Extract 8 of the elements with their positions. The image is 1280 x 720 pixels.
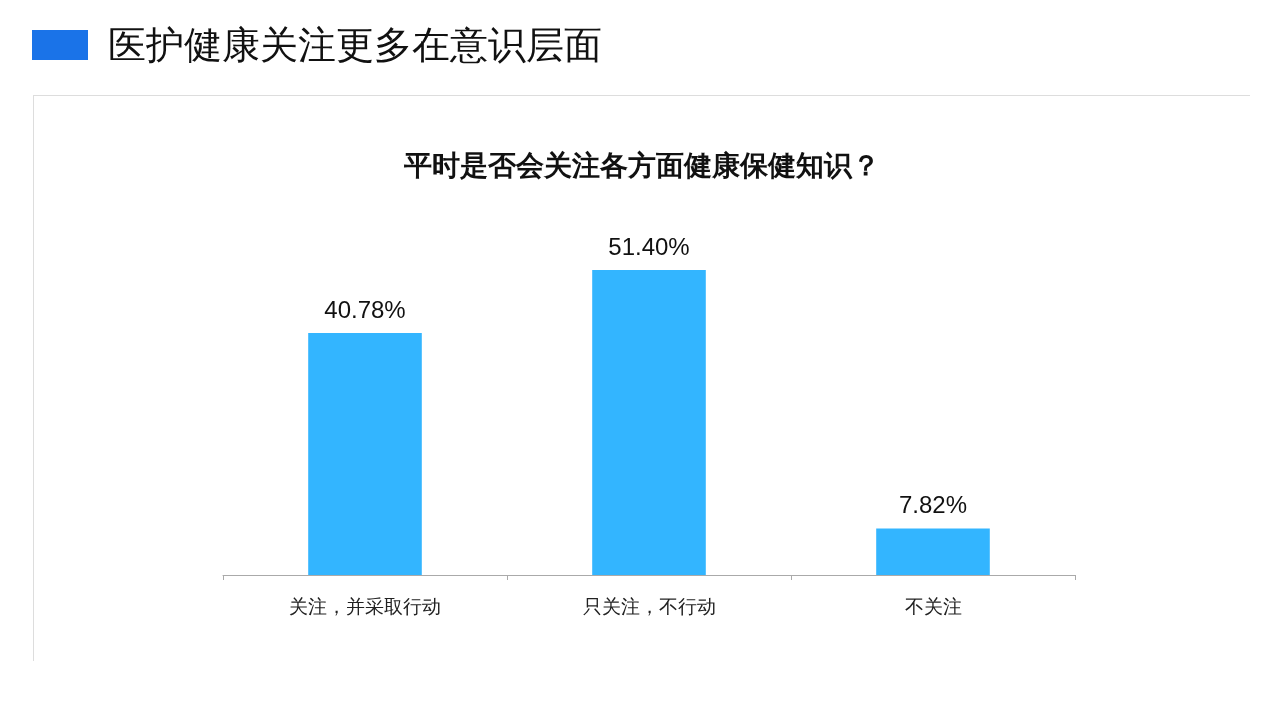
chart-subtitle: 平时是否会关注各方面健康保健知识？: [402, 149, 880, 181]
data-label: 7.82%: [898, 491, 968, 519]
x-tick-label: 不关注: [904, 596, 962, 617]
x-tick-label: 只关注，不行动: [582, 596, 716, 617]
data-label: 40.78%: [324, 295, 406, 323]
data-label: 51.40%: [608, 232, 690, 260]
x-tick-label: 关注，并采取行动: [289, 596, 441, 617]
chart-title: 医护健康关注更多在意识层面: [108, 22, 602, 69]
